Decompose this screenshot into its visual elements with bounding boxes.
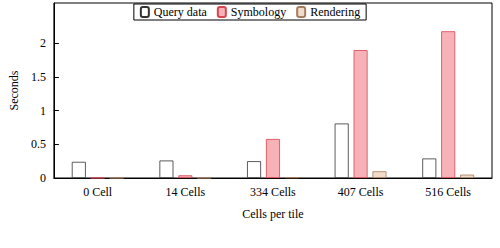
svg-text:Cells per tile: Cells per tile xyxy=(242,207,303,221)
svg-text:2: 2 xyxy=(40,36,46,50)
svg-text:407 Cells: 407 Cells xyxy=(338,185,384,199)
svg-text:516 Cells: 516 Cells xyxy=(425,185,471,199)
svg-text:Query data: Query data xyxy=(154,5,208,19)
svg-text:14 Cells: 14 Cells xyxy=(165,185,205,199)
svg-text:1.5: 1.5 xyxy=(31,70,46,84)
svg-text:0.5: 0.5 xyxy=(31,137,46,151)
svg-text:Symbology: Symbology xyxy=(231,5,286,19)
svg-text:0: 0 xyxy=(40,171,46,185)
svg-text:1: 1 xyxy=(40,104,46,118)
svg-text:0 Cell: 0 Cell xyxy=(83,185,113,199)
svg-text:Seconds: Seconds xyxy=(7,70,21,110)
svg-text:334 Cells: 334 Cells xyxy=(250,185,296,199)
svg-text:Rendering: Rendering xyxy=(310,5,360,19)
